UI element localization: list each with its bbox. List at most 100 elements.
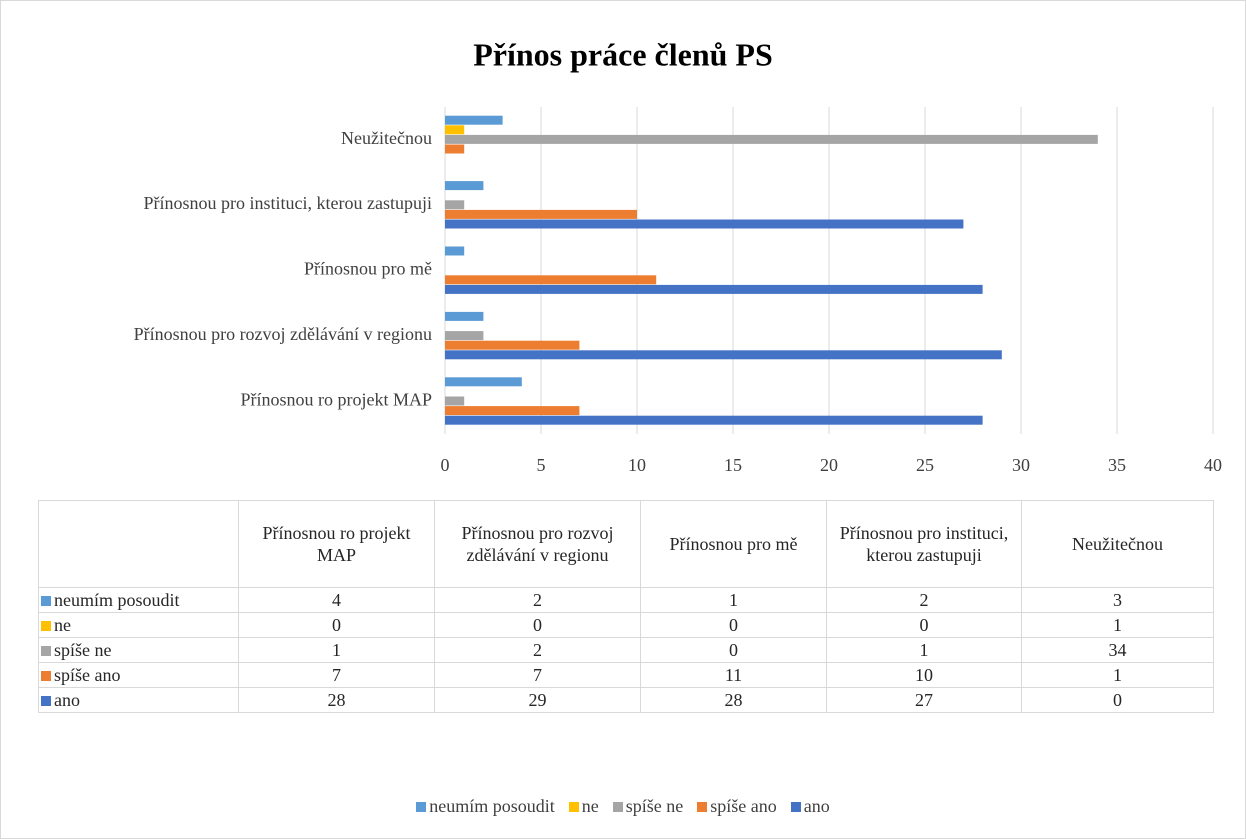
table-cell: 0 <box>238 612 435 638</box>
table-header: Přínosnou ro projekt MAP Přínosnou pro ro… <box>38 500 1214 588</box>
bar <box>445 311 484 321</box>
table-row-header: neumím posoudit <box>38 587 239 613</box>
table-cell: 1 <box>640 587 827 613</box>
legend-item: spíše ano <box>697 796 777 817</box>
data-table: Přínosnou ro projekt MAP Přínosnou pro ro… <box>38 500 1214 713</box>
table-column-header: Přínosnou pro rozvoj zdělávání v regionu <box>434 500 641 588</box>
table-cell: 7 <box>434 662 641 688</box>
bar <box>445 396 465 406</box>
x-tick-label: 25 <box>916 455 934 475</box>
bar <box>445 331 484 341</box>
table-row: neumím posoudit 4 2 1 2 3 <box>38 587 1214 613</box>
table-row-label: spíše ano <box>54 664 121 685</box>
legend-label: ano <box>803 796 830 816</box>
y-tick-label: Přínosnou pro instituci, kterou zastupuj… <box>144 193 432 213</box>
chart-title: Přínos práce členů PS <box>473 36 773 72</box>
x-tick-label: 0 <box>441 455 450 475</box>
x-tick-label: 5 <box>537 455 546 475</box>
legend-swatch <box>416 801 427 812</box>
table-cell: 2 <box>826 587 1022 613</box>
table-row: ne 0 0 0 0 1 <box>38 612 1214 638</box>
bar <box>445 275 657 285</box>
bar <box>445 209 637 219</box>
table-column-header: Přínosnou pro instituci, kterou zastupuj… <box>826 500 1022 588</box>
table-row-label: ano <box>54 689 80 710</box>
bar <box>445 406 580 416</box>
legend-swatch <box>41 695 51 706</box>
table-row-label: ne <box>54 614 71 635</box>
bar <box>445 125 465 135</box>
bar <box>445 181 484 191</box>
bar <box>445 219 964 229</box>
table-cell: 29 <box>434 687 641 713</box>
table-cell: 1 <box>238 637 435 663</box>
x-tick-label: 20 <box>820 455 838 475</box>
table-cell: 0 <box>640 637 827 663</box>
table-row: spíše ne 1 2 0 1 34 <box>38 637 1214 663</box>
table-cell: 10 <box>826 662 1022 688</box>
bar <box>445 246 465 256</box>
table-cell: 1 <box>1021 662 1214 688</box>
legend-swatch <box>41 645 51 656</box>
x-tick-label: 35 <box>1108 455 1126 475</box>
bar <box>445 284 983 294</box>
bar <box>445 134 1098 144</box>
table-row: spíše ano 7 7 11 10 1 <box>38 662 1214 688</box>
table-cell: 0 <box>434 612 641 638</box>
legend-label: spíše ne <box>625 796 684 816</box>
table-row-header: ne <box>38 612 239 638</box>
bar <box>445 200 465 210</box>
table-cell: 28 <box>238 687 435 713</box>
table-cell: 1 <box>826 637 1022 663</box>
table-cell: 4 <box>238 587 435 613</box>
table-row-label: spíše ne <box>54 639 112 660</box>
table-cell: 11 <box>640 662 827 688</box>
table-cell: 0 <box>826 612 1022 638</box>
legend-item: neumím posoudit <box>416 796 555 817</box>
table-cell: 34 <box>1021 637 1214 663</box>
table-corner <box>38 500 239 588</box>
table-row-header: spíše ne <box>38 637 239 663</box>
y-tick-label: Přínosnou ro projekt MAP <box>240 389 432 409</box>
bar <box>445 350 1002 360</box>
table-row-header: ano <box>38 687 239 713</box>
x-tick-label: 10 <box>628 455 646 475</box>
y-tick-label: Neužitečnou <box>341 128 432 148</box>
table-cell: 28 <box>640 687 827 713</box>
x-tick-label: 40 <box>1204 455 1222 475</box>
table-cell: 0 <box>640 612 827 638</box>
legend-item: spíše ne <box>612 796 684 817</box>
table-cell: 0 <box>1021 687 1214 713</box>
bar <box>445 340 580 350</box>
table-column-header: Neužitečnou <box>1021 500 1214 588</box>
table-cell: 1 <box>1021 612 1214 638</box>
table-row: ano 28 29 28 27 0 <box>38 687 1214 713</box>
legend-swatch <box>41 595 51 606</box>
bar <box>445 377 522 387</box>
legend: neumím posoudit ne spíše ne spíše ano ano <box>0 796 1246 817</box>
legend-label: spíše ano <box>710 796 777 816</box>
table-column-header: Přínosnou pro mě <box>640 500 827 588</box>
legend-swatch <box>697 801 708 812</box>
x-tick-label: 15 <box>724 455 742 475</box>
legend-swatch <box>612 801 623 812</box>
legend-item: ano <box>790 796 830 817</box>
legend-swatch <box>568 801 579 812</box>
y-tick-label: Přínosnou pro mě <box>304 259 432 279</box>
x-tick-label: 30 <box>1012 455 1030 475</box>
legend-item: ne <box>568 796 599 817</box>
legend-swatch <box>41 620 51 631</box>
table-cell: 7 <box>238 662 435 688</box>
table-row-label: neumím posoudit <box>54 589 180 610</box>
legend-swatch <box>790 801 801 812</box>
table-cell: 2 <box>434 587 641 613</box>
table-column-header: Přínosnou ro projekt MAP <box>238 500 435 588</box>
legend-label: neumím posoudit <box>429 796 555 816</box>
bar <box>445 115 503 125</box>
table-cell: 3 <box>1021 587 1214 613</box>
table-cell: 2 <box>434 637 641 663</box>
y-tick-label: Přínosnou pro rozvoj zdělávání v regionu <box>134 324 432 344</box>
table-row-header: spíše ano <box>38 662 239 688</box>
